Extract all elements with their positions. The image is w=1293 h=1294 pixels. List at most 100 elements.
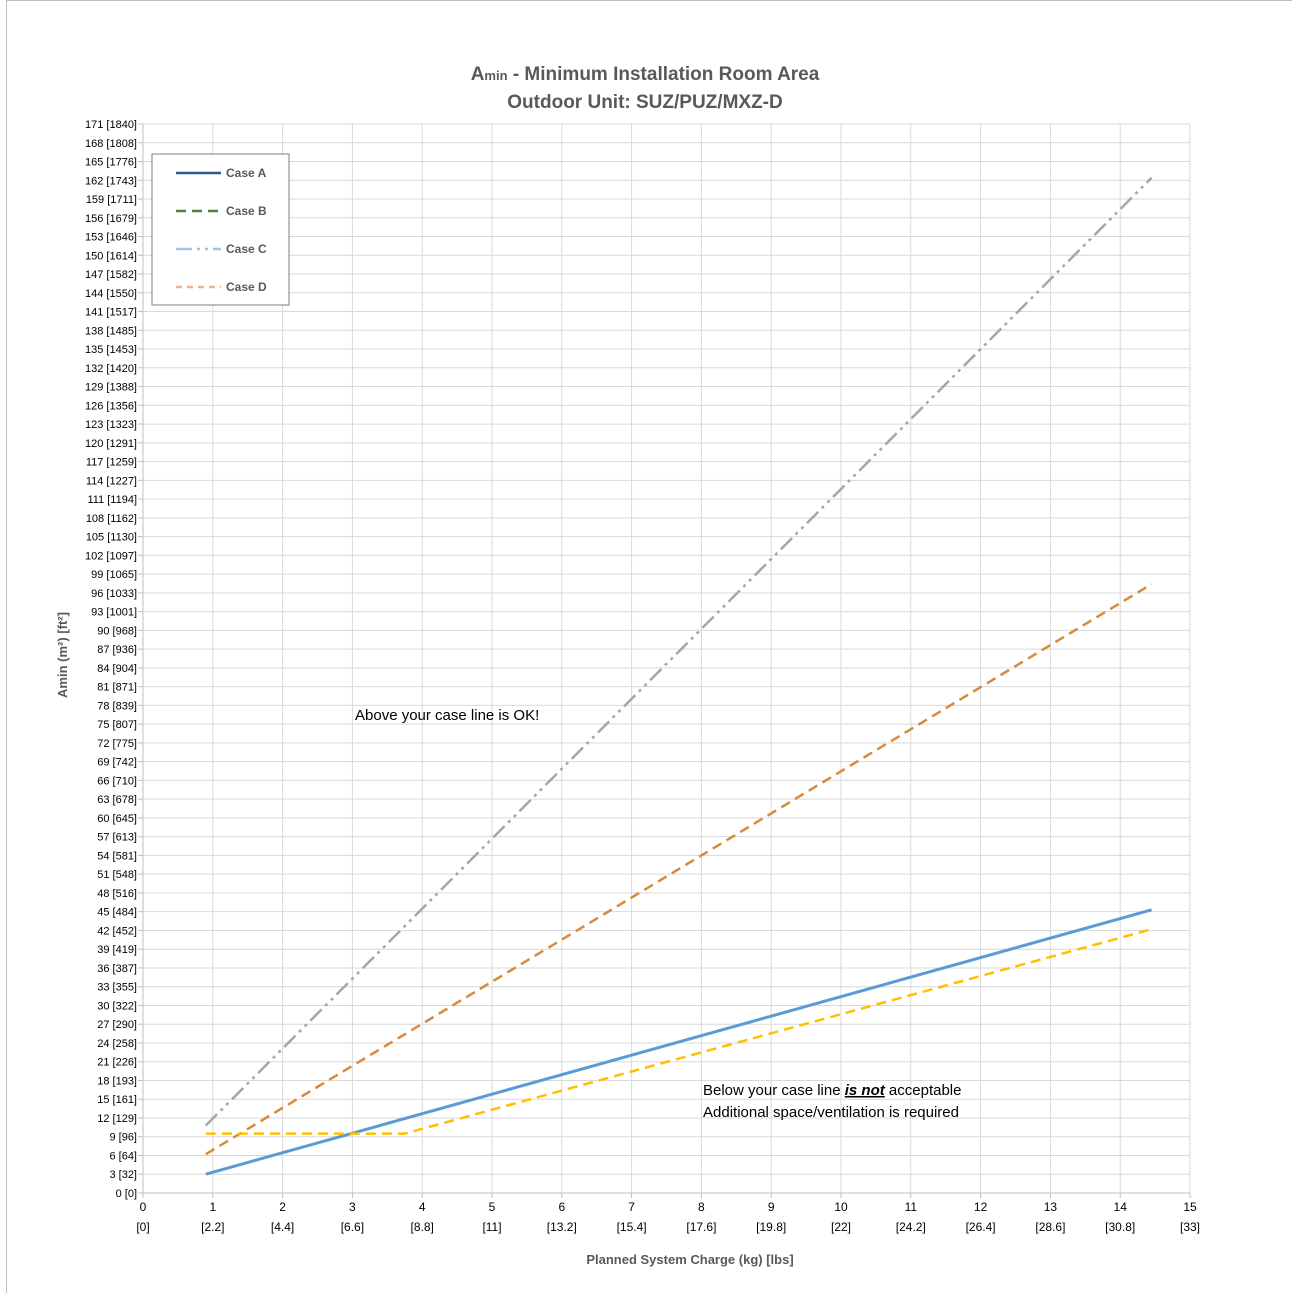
axes (142, 124, 1190, 1194)
y-tick-label: 45 [484] (97, 907, 137, 919)
y-tick-label: 12 [129] (97, 1113, 137, 1125)
y-tick-label: 75 [807] (97, 719, 137, 731)
y-tick-label: 51 [548] (97, 869, 137, 881)
y-tick-label: 99 [1065] (91, 569, 137, 581)
y-tick-label: 54 [581] (97, 850, 137, 862)
x-tick-sublabel: [28.6] (1035, 1220, 1065, 1234)
y-tick-label: 171 [1840] (85, 119, 137, 131)
y-tick-label: 36 [387] (97, 963, 137, 975)
x-tick-sublabel: [33] (1180, 1220, 1200, 1234)
x-tick-sublabel: [4.4] (271, 1220, 294, 1234)
series-line-4 (205, 927, 1152, 1135)
y-tick-label: 24 [258] (97, 1038, 137, 1050)
x-tick-sublabel: [13.2] (547, 1220, 577, 1234)
y-tick-label: 3 [32] (109, 1169, 137, 1181)
y-tick-label: 48 [516] (97, 888, 137, 900)
x-tick-sublabel: [24.2] (896, 1220, 926, 1234)
y-tick-label: 165 [1776] (85, 157, 137, 169)
x-tick-sublabel: [6.6] (341, 1220, 364, 1234)
chart-title-line2: Outdoor Unit: SUZ/PUZ/MXZ-D (507, 92, 782, 113)
y-tick-label: 156 [1679] (85, 213, 137, 225)
y-tick-label: 93 [1001] (91, 607, 137, 619)
x-tick-sublabel: [0] (136, 1220, 149, 1234)
y-tick-label: 147 [1582] (85, 269, 137, 281)
y-tick-label: 60 [645] (97, 813, 137, 825)
y-tick-label: 81 [871] (97, 682, 137, 694)
series-line-2 (205, 583, 1153, 1156)
y-tick-label: 168 [1808] (85, 138, 137, 150)
x-tick-sublabel: [11] (482, 1220, 501, 1234)
chart-frame (6, 0, 1292, 1293)
annotation-below-pre: Below your case line (703, 1082, 845, 1099)
y-tick-label: 105 [1130] (86, 532, 137, 544)
y-tick-label: 63 [678] (97, 794, 137, 806)
x-tick-label: 2 (279, 1200, 286, 1214)
y-tick-label: 15 [161] (97, 1094, 137, 1106)
y-tick-label: 21 [226] (97, 1057, 137, 1069)
y-tick-label: 33 [355] (97, 982, 137, 994)
x-tick-label: 14 (1114, 1200, 1128, 1214)
x-tick-label: 15 (1183, 1200, 1197, 1214)
title-a: A (471, 64, 485, 85)
legend-label: Case A (226, 166, 267, 180)
y-tick-label: 87 [936] (97, 644, 137, 656)
y-tick-label: 42 [452] (97, 925, 137, 937)
x-tick-label: 5 (489, 1200, 496, 1214)
y-tick-label: 27 [290] (97, 1019, 137, 1031)
y-tick-label: 90 [968] (97, 625, 137, 637)
y-tick-label: 84 [904] (97, 663, 137, 675)
title-subscript: min (484, 68, 507, 83)
annotation-below-line2: Additional space/ventilation is required (703, 1104, 959, 1121)
series-line-3 (205, 908, 1153, 1176)
y-tick-label: 135 [1453] (85, 344, 137, 356)
x-tick-label: 3 (349, 1200, 356, 1214)
y-tick-label: 159 [1711] (86, 194, 137, 206)
legend-label: Case B (226, 204, 267, 218)
y-tick-label: 57 [613] (97, 832, 137, 844)
annotation-above: Above your case line is OK! (355, 707, 539, 724)
y-tick-label: 129 [1388] (85, 382, 137, 394)
x-tick-label: 8 (698, 1200, 705, 1214)
y-tick-label: 120 [1291] (85, 438, 137, 450)
x-tick-label: 12 (974, 1200, 988, 1214)
y-tick-label: 108 [1162] (86, 513, 137, 525)
x-tick-sublabel: [15.4] (617, 1220, 647, 1234)
legend-items: Case A Case B Case C Case D (176, 166, 267, 294)
y-tick-label: 96 [1033] (91, 588, 137, 600)
y-tick-label: 117 [1259] (86, 457, 137, 469)
x-tick-sublabel: [22] (831, 1220, 851, 1234)
y-tick-label: 132 [1420] (85, 363, 137, 375)
x-tick-label: 1 (209, 1200, 216, 1214)
x-tick-sublabel: [8.8] (411, 1220, 434, 1234)
x-tick-sublabel: [19.8] (756, 1220, 786, 1234)
legend-label: Case D (226, 280, 267, 294)
y-tick-label: 18 [193] (97, 1075, 137, 1087)
y-tick-label: 72 [775] (97, 738, 137, 750)
y-tick-label: 30 [322] (97, 1000, 137, 1012)
x-tick-labels: 0 [0] 1 [2.2] 2 [4.4] 3 [6.6] 4 [8.8] 5 [11] 6 [13.2]… (136, 1200, 1200, 1234)
y-tick-label: 141 [1517] (85, 307, 137, 319)
y-tick-label: 138 [1485] (85, 325, 137, 337)
y-tick-label: 114 [1227] (86, 475, 137, 487)
x-tick-label: 13 (1044, 1200, 1058, 1214)
legend: Case A Case B Case C Case D (151, 153, 290, 306)
x-tick-label: 11 (905, 1200, 918, 1214)
y-tick-label: 6 [64] (109, 1150, 137, 1162)
annotation-below-line1: Below your case line is not acceptable (703, 1082, 961, 1099)
y-tick-label: 162 [1743] (85, 175, 137, 187)
legend-box (151, 153, 290, 306)
x-tick-label: 7 (628, 1200, 635, 1214)
annotation-below-post: acceptable (885, 1082, 962, 1099)
x-tick-sublabel: [2.2] (201, 1220, 224, 1234)
x-tick-sublabel: [30.8] (1105, 1220, 1135, 1234)
x-tick-label: 0 (140, 1200, 147, 1214)
y-tick-label: 39 [419] (97, 944, 137, 956)
gridlines (138, 123, 1191, 1198)
y-tick-label: 150 [1614] (85, 250, 137, 262)
y-tick-label: 153 [1646] (85, 232, 137, 244)
x-tick-label: 4 (419, 1200, 426, 1214)
y-tick-label: 126 [1356] (85, 400, 137, 412)
x-tick-label: 10 (834, 1200, 848, 1214)
y-tick-label: 78 [839] (97, 700, 137, 712)
